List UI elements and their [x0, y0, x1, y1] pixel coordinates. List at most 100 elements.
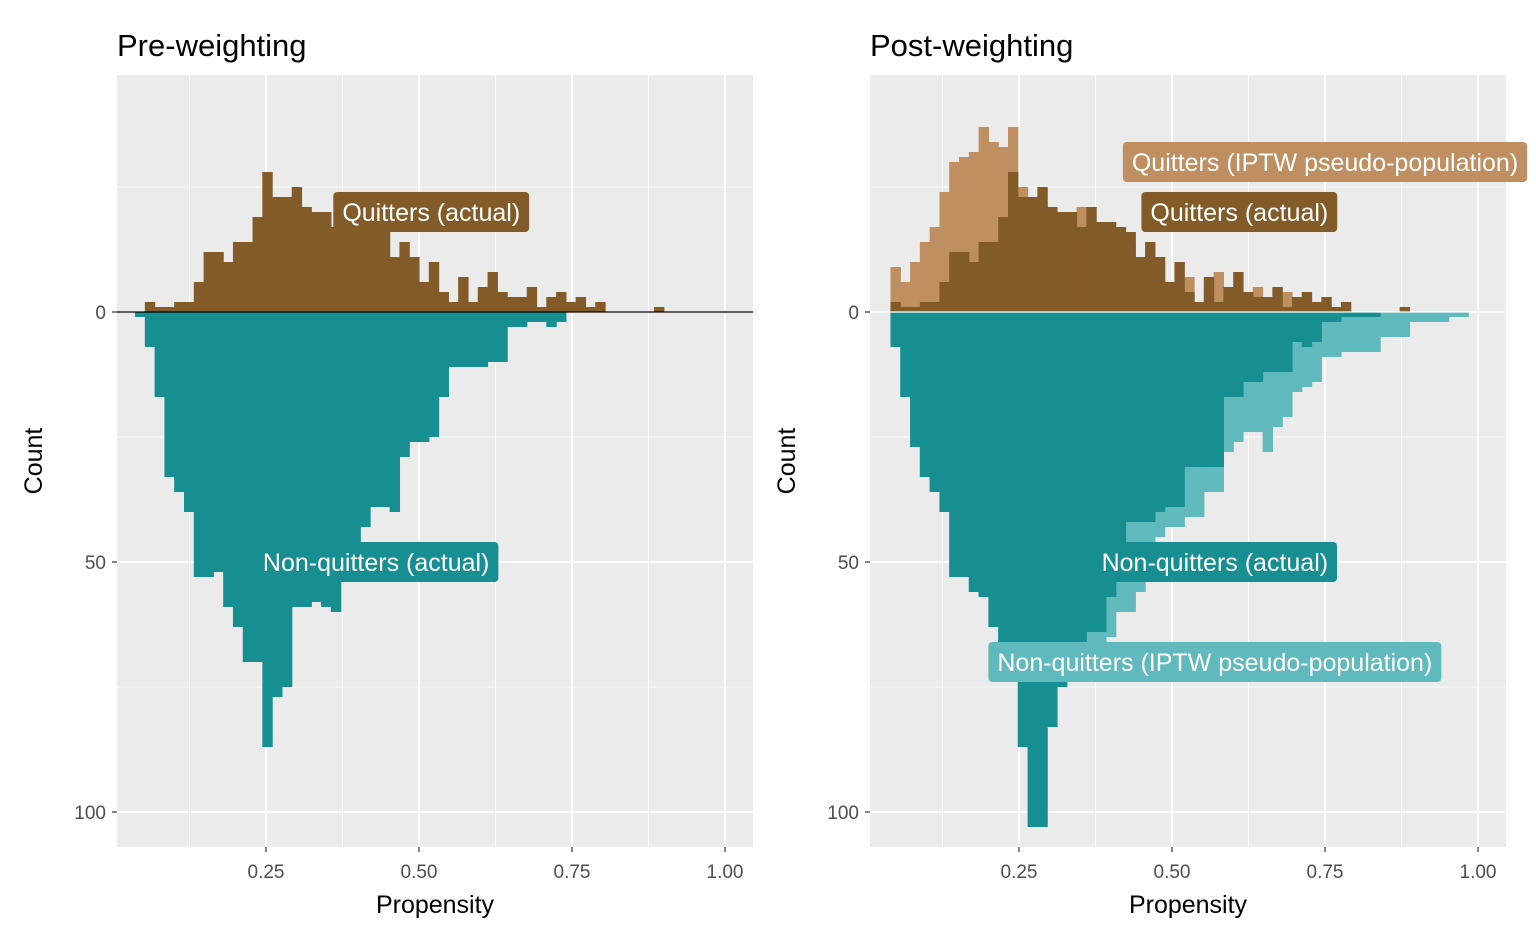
histogram-bar: [281, 312, 293, 687]
histogram-bar: [419, 312, 430, 442]
histogram-bar: [291, 312, 303, 607]
histogram-bar: [595, 302, 606, 312]
histogram-bar: [1154, 257, 1166, 312]
x-tick-label: 0.50: [1154, 862, 1191, 883]
histogram-bar: [1174, 312, 1185, 507]
histogram-bar: [1252, 312, 1264, 382]
annotation-label: Non-quitters (IPTW pseudo-population): [997, 649, 1432, 677]
histogram-bar: [477, 312, 489, 367]
histogram-bar: [1213, 312, 1225, 467]
histogram-bar: [1340, 312, 1352, 317]
histogram-bar: [213, 312, 224, 572]
y-tick-label: 100: [827, 803, 859, 824]
histogram-bar: [301, 207, 312, 312]
histogram-bar: [516, 297, 528, 312]
histogram-bar: [1037, 312, 1048, 827]
histogram-bar: [1076, 227, 1087, 312]
histogram-bar: [174, 302, 185, 312]
histogram-bar: [477, 287, 489, 312]
histogram-bar: [1115, 227, 1127, 312]
histogram-bar: [409, 257, 420, 312]
histogram-bar: [1076, 312, 1087, 657]
histogram-bar: [998, 217, 1009, 312]
histogram-bar: [575, 297, 587, 312]
histogram-bar: [1213, 272, 1225, 312]
histogram-bar: [507, 297, 518, 312]
histogram-bar: [1194, 302, 1205, 312]
annotation-box: [1141, 192, 1338, 232]
histogram-bar: [526, 312, 538, 322]
histogram-bar: [1380, 312, 1391, 337]
histogram-bar: [399, 312, 410, 457]
histogram-bar: [556, 292, 567, 312]
y-tick-label: 0: [95, 303, 106, 324]
histogram-bar: [438, 292, 449, 312]
histogram-bar: [350, 222, 361, 312]
histogram-bar: [399, 242, 410, 312]
histogram-bar: [1438, 312, 1450, 322]
histogram-bar: [1174, 262, 1185, 312]
histogram-bar: [389, 312, 401, 512]
annotation-box: [1122, 142, 1528, 182]
histogram-bar: [272, 312, 283, 697]
histogram-bar: [467, 302, 479, 312]
histogram-bar: [144, 302, 156, 312]
histogram-bar: [487, 272, 498, 312]
x-tick-label: 1.00: [707, 862, 744, 883]
histogram-bar: [1291, 312, 1303, 342]
histogram-bar: [988, 142, 999, 312]
histogram-bar: [1154, 312, 1166, 512]
histogram-bar: [1242, 292, 1254, 312]
histogram-bar: [1252, 297, 1264, 312]
histogram-bar: [291, 187, 303, 312]
histogram-bar: [330, 227, 342, 312]
histogram-bar: [1047, 312, 1058, 727]
histogram-bar: [1125, 232, 1136, 312]
histogram-bar: [1360, 312, 1371, 317]
histogram-bar: [467, 312, 479, 367]
histogram-bar: [900, 307, 911, 312]
histogram-bar: [1027, 197, 1038, 312]
histogram-bar: [988, 242, 999, 312]
x-tick-label: 0.75: [1307, 862, 1344, 883]
histogram-bar: [428, 312, 440, 437]
histogram-bar: [311, 212, 322, 312]
histogram-bar: [144, 312, 156, 347]
histogram-bar: [1448, 312, 1460, 317]
histogram-bar: [1125, 312, 1136, 522]
histogram-bar: [910, 307, 921, 312]
histogram-bar: [1105, 312, 1117, 597]
histogram-bar: [1203, 277, 1215, 312]
histogram-bar: [360, 312, 371, 527]
histogram-bar: [1213, 302, 1225, 312]
histogram-bar: [1184, 292, 1195, 312]
histogram-bar: [1135, 312, 1146, 522]
histogram-bar: [516, 312, 528, 327]
histogram-bar: [1282, 312, 1293, 372]
histogram-bar: [1223, 287, 1234, 312]
series-quitters-actual: [144, 172, 665, 312]
histogram-bar: [340, 207, 352, 312]
histogram-bar: [340, 312, 352, 562]
annotation-box: [253, 542, 499, 582]
histogram-bar: [223, 312, 234, 607]
histogram-bar: [1164, 282, 1176, 312]
histogram-bar: [1262, 312, 1273, 452]
histogram-bar: [232, 242, 244, 312]
histogram-bar: [223, 262, 234, 312]
histogram-bar: [183, 312, 195, 512]
histogram-bar: [546, 312, 557, 327]
histogram-bar: [968, 312, 980, 592]
histogram-bar: [1086, 207, 1097, 312]
histogram-bar: [1291, 312, 1303, 392]
histogram-bar: [939, 192, 950, 312]
histogram-bar: [910, 312, 921, 447]
histogram-bar: [203, 252, 214, 312]
y-axis-title: Count: [20, 428, 48, 495]
histogram-bar: [252, 312, 263, 662]
histogram-bar: [890, 302, 901, 312]
histogram-bar: [1223, 312, 1234, 397]
histogram-bar: [1066, 312, 1078, 657]
histogram-bar: [370, 312, 381, 507]
histogram-bar: [1066, 212, 1078, 312]
